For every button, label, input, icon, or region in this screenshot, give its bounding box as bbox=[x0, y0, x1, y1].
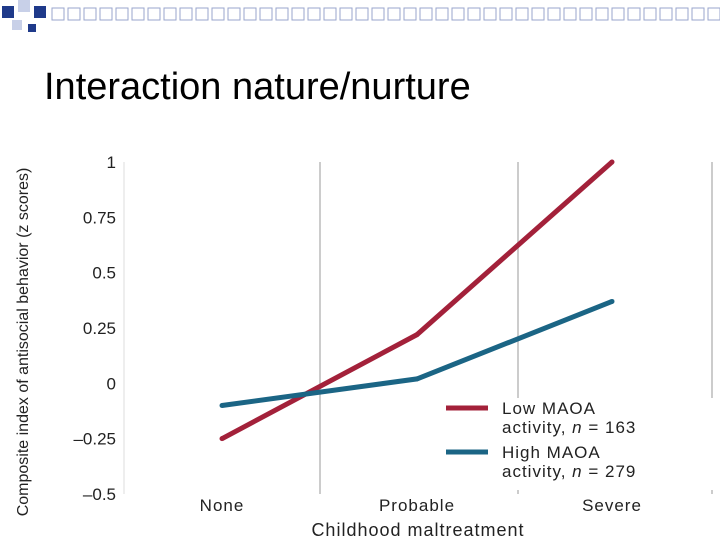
deco-grid-square bbox=[419, 7, 433, 21]
deco-grid-square bbox=[547, 7, 561, 21]
y-tick-label: 0.5 bbox=[92, 264, 116, 283]
deco-grid-square bbox=[595, 7, 609, 21]
y-tick-label: –0.5 bbox=[83, 485, 116, 504]
data-point bbox=[414, 332, 420, 338]
deco-grid-square bbox=[131, 7, 145, 21]
deco-grid-square bbox=[515, 7, 529, 21]
deco-grid-square bbox=[675, 7, 689, 21]
deco-square bbox=[2, 6, 14, 18]
deco-square bbox=[12, 20, 22, 30]
deco-grid-square bbox=[387, 7, 401, 21]
deco-grid-square bbox=[115, 7, 129, 21]
data-point bbox=[609, 159, 615, 165]
deco-grid-square bbox=[243, 7, 257, 21]
decorative-squares bbox=[2, 0, 720, 32]
deco-grid-square bbox=[323, 7, 337, 21]
deco-grid-square bbox=[467, 7, 481, 21]
deco-grid-square bbox=[355, 7, 369, 21]
deco-grid-square bbox=[499, 7, 513, 21]
y-tick-label: 0.75 bbox=[83, 208, 116, 227]
x-axis-label: Childhood maltreatment bbox=[311, 520, 524, 540]
deco-grid-square bbox=[627, 7, 641, 21]
chart: 1 0.75 0.5 0.25 0 –0.25 –0.5 None Probable Severe… bbox=[0, 140, 720, 540]
deco-grid-square bbox=[563, 7, 577, 21]
deco-grid-square bbox=[451, 7, 465, 21]
y-tick-label: 0 bbox=[107, 374, 116, 393]
deco-square bbox=[34, 6, 46, 18]
slide-title: Interaction nature/nurture bbox=[44, 66, 471, 108]
deco-square bbox=[18, 0, 30, 12]
y-tick-label: 1 bbox=[107, 153, 116, 172]
data-point bbox=[414, 376, 420, 382]
deco-grid-square bbox=[339, 7, 353, 21]
deco-grid-square bbox=[195, 7, 209, 21]
chart-svg: 1 0.75 0.5 0.25 0 –0.25 –0.5 None Probable Severe… bbox=[15, 153, 720, 540]
x-tick-label: Severe bbox=[582, 496, 642, 515]
deco-grid-square bbox=[307, 7, 321, 21]
deco-grid-square bbox=[659, 7, 673, 21]
legend-label-line1: Low MAOA bbox=[502, 399, 596, 418]
deco-grid-square bbox=[67, 7, 81, 21]
legend-label-line1: High MAOA bbox=[502, 443, 601, 462]
deco-grid-square bbox=[259, 7, 273, 21]
deco-grid-square bbox=[99, 7, 113, 21]
y-axis-label: Composite index of antisocial behavior (… bbox=[15, 168, 32, 517]
deco-grid-square bbox=[691, 7, 705, 21]
deco-grid-square bbox=[707, 7, 720, 21]
deco-grid-square bbox=[211, 7, 225, 21]
data-point bbox=[219, 402, 225, 408]
deco-grid-square bbox=[643, 7, 657, 21]
deco-grid-square bbox=[483, 7, 497, 21]
deco-grid-square bbox=[291, 7, 305, 21]
deco-grid-square bbox=[435, 7, 449, 21]
deco-grid-square bbox=[611, 7, 625, 21]
deco-grid-square bbox=[579, 7, 593, 21]
deco-grid-square bbox=[371, 7, 385, 21]
deco-grid-square bbox=[275, 7, 289, 21]
data-point bbox=[609, 298, 615, 304]
deco-grid-square bbox=[147, 7, 161, 21]
deco-grid-square bbox=[179, 7, 193, 21]
legend-background bbox=[437, 398, 720, 490]
y-tick-label: 0.25 bbox=[83, 319, 116, 338]
deco-grid-square bbox=[83, 7, 97, 21]
deco-grid-square bbox=[227, 7, 241, 21]
legend-label-line2: activity, n = 163 bbox=[502, 418, 636, 437]
data-point bbox=[219, 436, 225, 442]
deco-grid-square bbox=[531, 7, 545, 21]
deco-grid-square bbox=[163, 7, 177, 21]
deco-square bbox=[28, 24, 36, 32]
series-line-high-maoa bbox=[221, 299, 613, 408]
deco-grid-square bbox=[403, 7, 417, 21]
legend-label-line2: activity, n = 279 bbox=[502, 462, 636, 481]
deco-grid-square bbox=[51, 7, 65, 21]
x-tick-label: Probable bbox=[379, 496, 455, 515]
y-tick-label: –0.25 bbox=[73, 430, 116, 449]
x-tick-label: None bbox=[200, 496, 245, 515]
